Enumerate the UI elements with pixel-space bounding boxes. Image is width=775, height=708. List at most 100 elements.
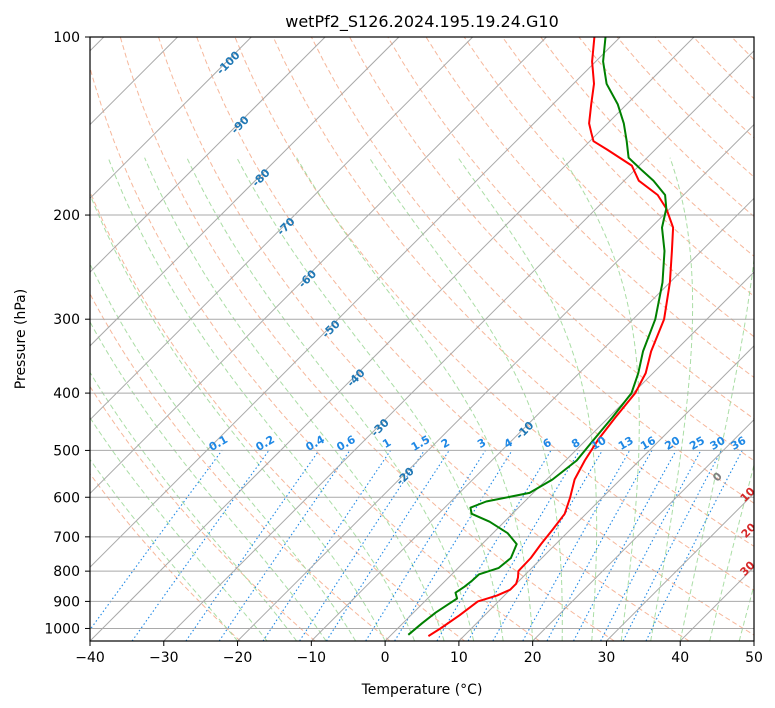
y-tick-label: 700 [53,530,80,546]
x-tick-label: −20 [223,650,253,666]
dewpoint-profile-line [407,37,668,636]
mixing-ratio-label: 2 [439,436,452,451]
dry-adiabat-line [654,37,754,139]
isobar-gridlines [90,37,754,629]
moist-adiabat-label: 20 [739,520,759,540]
moist-adiabat-line [562,157,640,641]
dry-adiabat-line [425,37,754,379]
mixing-ratio-line [546,450,653,641]
y-tick-label: 300 [53,312,80,328]
y-axis-ticks: 100 200 300 400 500 600 700 800 900 1000 [44,30,90,637]
dry-adiabat-line [310,37,754,504]
isotherm-label: -100 [214,48,243,77]
isotherm-line [532,418,754,641]
y-tick-label: 100 [53,30,80,46]
y-tick-label: 200 [53,208,80,224]
isotherm-line [90,37,547,495]
chart-title: wetPf2_S126.2024.195.19.24.G10 [285,12,559,32]
isotherm-line [679,566,754,641]
isotherm-line [90,37,695,641]
moist-adiabat-label: 40 [759,589,775,609]
mixing-ratio-line [467,450,581,641]
isotherm-label: -30 [368,416,391,439]
isotherm-label: -70 [274,215,297,238]
moist-adiabat-line [186,157,475,641]
isotherm-label: -20 [394,465,417,488]
isotherm-line [237,123,754,641]
x-tick-label: 30 [598,650,616,666]
y-tick-label: 1000 [44,621,80,637]
isotherm-line [753,640,754,641]
mixing-ratio-line [394,450,513,641]
mixing-ratio-line [299,450,425,641]
moist-adiabat-label: 30 [738,558,758,578]
isotherm-line [384,271,754,641]
dry-adiabat-line [234,37,754,591]
isotherm-label: -80 [249,166,272,189]
mixing-ratio-line [218,450,351,641]
moist-adiabat-label: 0 [710,470,725,485]
mixing-ratio-label: 8 [569,436,582,451]
x-axis-label: Temperature (°C) [361,682,483,698]
plot-area: -100-90-80-70-60-50-40-30-20-100.1 0.2 0.4… [90,37,775,641]
y-tick-label: 500 [53,443,80,459]
moist-adiabats [90,157,754,641]
isotherm-line [310,197,754,641]
x-tick-label: −30 [149,650,179,666]
dry-adiabat-line [196,37,754,636]
plot-frame [89,36,755,642]
moist-adiabat-line [236,157,504,641]
x-tick-label: 50 [745,650,763,666]
dry-adiabat-line [349,37,754,462]
mixing-ratio-lines [90,450,743,641]
y-tick-label: 900 [53,594,80,610]
y-tick-label: 400 [53,386,80,402]
x-tick-label: 20 [524,650,542,666]
mixing-ratio-line [365,450,486,641]
mixing-ratio-label: 6 [541,436,554,451]
isotherm-line [458,345,754,641]
x-tick-label: −40 [75,650,105,666]
mixing-ratio-line [622,450,722,641]
y-tick-label: 800 [53,564,80,580]
overlay-labels: -100-90-80-70-60-50-40-30-20-100.1 0.2 0.4… [207,48,775,609]
isotherm-label: -50 [319,317,342,340]
x-axis-ticks: −40 −30 −20 −10 0 10 20 30 40 50 [75,641,763,666]
moist-adiabat-line [650,157,694,641]
x-tick-label: −10 [297,650,327,666]
x-tick-label: 10 [450,650,468,666]
mixing-ratio-label: 1 [380,436,393,451]
isotherm-line [90,37,252,200]
x-tick-label: 40 [671,650,689,666]
isotherm-line [90,37,474,421]
dry-adiabat-line [90,292,391,641]
moist-adiabat-label: 10 [738,485,758,505]
dry-adiabat-line [731,37,754,61]
isotherm-label: -60 [296,267,319,290]
dry-adiabats [90,37,754,641]
mixing-ratio-line [262,450,392,641]
isotherm-label: -40 [344,366,367,389]
moist-adiabat-line [90,416,268,641]
temperature-profile-line [427,37,675,637]
dry-adiabat-line [693,37,754,100]
dry-adiabat-line [90,66,540,641]
dry-adiabat-line [463,37,754,338]
isotherm-label: -90 [229,113,252,136]
mixing-ratio-line [325,450,450,641]
dry-adiabat-line [272,37,754,547]
dry-adiabat-line [90,472,241,641]
y-tick-label: 600 [53,490,80,506]
mixing-ratio-line [185,450,320,641]
moist-adiabat-line [90,371,298,641]
isotherm-line [90,37,326,273]
isotherm-line [606,492,754,641]
isotherm-line [90,37,621,568]
moist-adiabat-line [144,157,445,641]
mixing-ratio-line [522,450,631,641]
moist-adiabat-line [368,157,563,641]
dry-adiabat-line [90,190,465,641]
isotherm-line [90,37,400,347]
profile-lines [407,37,675,637]
